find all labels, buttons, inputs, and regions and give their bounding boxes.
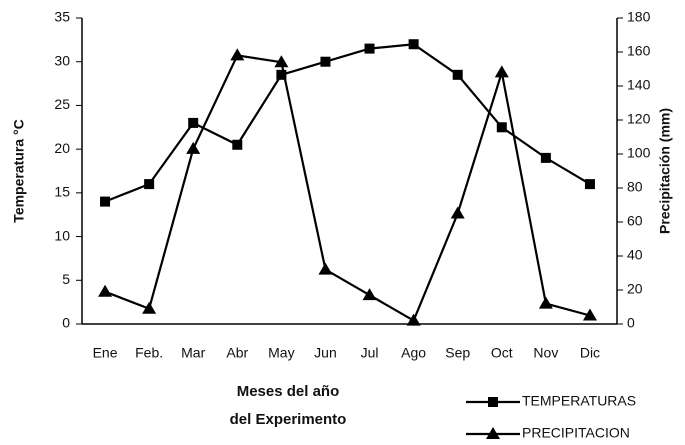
marker (540, 152, 551, 163)
y2-tick-label: 60 (627, 213, 643, 229)
marker (276, 69, 287, 80)
marker (408, 39, 419, 50)
x-tick-label: Dic (580, 345, 600, 361)
marker (144, 179, 155, 190)
x-tick-label: May (268, 345, 294, 361)
x-tick-label: Feb. (135, 345, 163, 361)
x-tick-label: Ene (93, 345, 118, 361)
y2-tick-label: 80 (627, 179, 643, 195)
y-tick-label: 30 (54, 52, 70, 68)
y2-tick-label: 40 (627, 247, 643, 263)
x-tick-label: Ago (401, 345, 426, 361)
y-tick-label: 20 (54, 140, 70, 156)
y2-tick-label: 120 (627, 111, 651, 127)
x-tick-label: Abr (226, 345, 248, 361)
y-tick-label: 15 (54, 184, 70, 200)
marker (100, 196, 111, 207)
legend-label: TEMPERATURAS (522, 393, 636, 409)
y2-axis-label: Precipitación (mm) (657, 108, 673, 234)
x-axis-label: del Experimento (230, 411, 347, 428)
y-tick-label: 0 (62, 315, 70, 331)
marker (488, 397, 498, 407)
y2-tick-label: 160 (627, 43, 651, 59)
marker (364, 43, 375, 54)
marker (318, 262, 333, 275)
marker (450, 206, 465, 219)
x-axis-label: Meses del año (237, 383, 340, 400)
marker (320, 56, 331, 67)
marker (186, 141, 201, 154)
marker (362, 288, 377, 301)
marker (98, 284, 113, 297)
y-tick-label: 5 (62, 271, 70, 287)
y2-tick-label: 100 (627, 145, 651, 161)
marker (582, 308, 597, 321)
marker (494, 65, 509, 78)
y2-tick-label: 20 (627, 281, 643, 297)
marker (232, 139, 243, 150)
marker (538, 296, 553, 309)
y-tick-label: 25 (54, 96, 70, 112)
series-line (104, 43, 591, 203)
x-tick-label: Nov (533, 345, 558, 361)
marker (274, 55, 289, 68)
y-tick-label: 35 (54, 9, 70, 25)
legend-label: PRECIPITACION (522, 425, 630, 441)
x-tick-label: Sep (445, 345, 470, 361)
marker (584, 179, 595, 190)
x-tick-label: Mar (181, 345, 205, 361)
x-tick-label: Jun (314, 345, 337, 361)
y-tick-label: 10 (54, 227, 70, 243)
y2-tick-label: 180 (627, 9, 651, 25)
y2-tick-label: 0 (627, 315, 635, 331)
series-line (104, 54, 591, 323)
y-axis-label: Temperatura °C (11, 119, 27, 222)
marker (142, 301, 157, 314)
x-tick-label: Oct (491, 345, 513, 361)
marker (230, 48, 245, 61)
marker (496, 122, 507, 133)
marker (188, 117, 199, 128)
marker (406, 313, 421, 326)
y2-tick-label: 140 (627, 77, 651, 93)
x-tick-label: Jul (361, 345, 379, 361)
marker (452, 69, 463, 80)
marker (486, 427, 500, 439)
